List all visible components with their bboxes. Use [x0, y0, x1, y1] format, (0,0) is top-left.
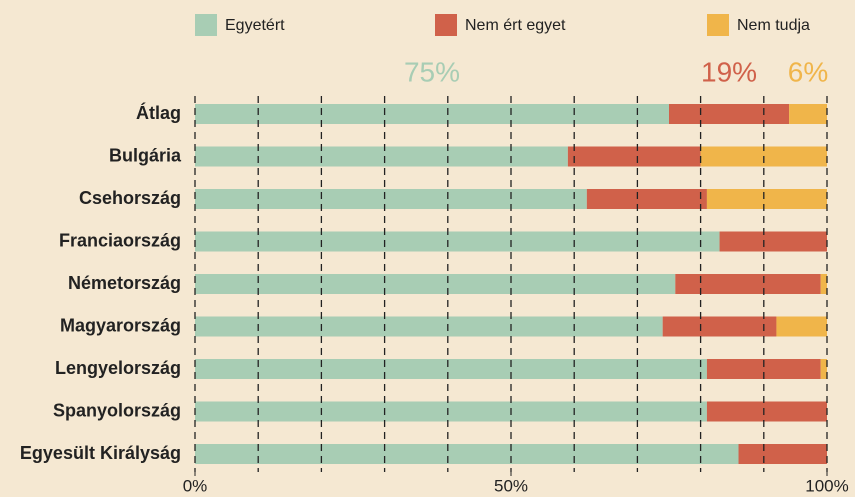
value-label: 19% [701, 56, 757, 87]
bar-segment [738, 444, 827, 464]
bar-segment [675, 274, 821, 294]
bar-segment [776, 316, 827, 337]
bar-segment [195, 359, 707, 379]
bar-segment [662, 316, 777, 337]
bar-segment [195, 104, 669, 124]
category-label: Lengyelország [55, 358, 181, 378]
bar-segment [706, 401, 827, 422]
legend-swatch [435, 14, 457, 36]
category-label: Spanyolország [53, 400, 181, 420]
legend-swatch [707, 14, 729, 36]
bar-segment [195, 401, 707, 422]
category-label: Csehország [79, 188, 181, 208]
bar-segment [789, 104, 827, 124]
legend-label: Egyetért [225, 17, 285, 34]
bar-segment [706, 189, 827, 209]
category-label: Bulgária [109, 145, 182, 165]
bar-segment [820, 274, 827, 294]
bar-segment [567, 146, 701, 167]
legend-label: Nem tudja [737, 17, 810, 34]
category-label: Átlag [136, 102, 181, 123]
bar-segment [195, 189, 587, 209]
x-tick-label: 0% [183, 476, 208, 495]
category-label: Magyarország [60, 315, 181, 335]
bar-segment [195, 316, 663, 337]
x-tick-label: 100% [805, 476, 848, 495]
bar-segment [195, 231, 720, 252]
x-tick-label: 50% [494, 476, 528, 495]
bar-segment [719, 231, 827, 252]
category-label: Németország [68, 273, 181, 293]
legend-swatch [195, 14, 217, 36]
legend-label: Nem ért egyet [465, 17, 566, 34]
category-label: Franciaország [59, 230, 181, 250]
category-label: Egyesült Királyság [20, 443, 181, 463]
bar-segment [586, 189, 707, 209]
value-label: 75% [404, 56, 460, 87]
value-label: 6% [788, 56, 828, 87]
bar-segment [195, 146, 568, 167]
bar-segment [195, 444, 739, 464]
bar-segment [820, 359, 827, 379]
bar-segment [706, 359, 821, 379]
bar-segment [669, 104, 790, 124]
bar-segment [195, 274, 676, 294]
